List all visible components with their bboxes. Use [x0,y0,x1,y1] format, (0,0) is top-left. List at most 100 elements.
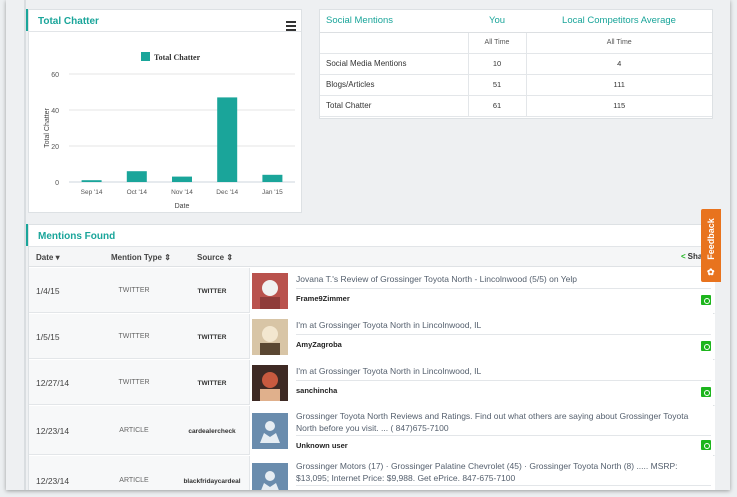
profile-photo-icon [252,319,288,355]
mention-thumbnail[interactable] [252,365,288,401]
x-tick-label: Oct '14 [127,189,148,196]
legend-swatch [141,52,150,61]
mention-date: 1/5/15 [36,332,60,342]
mention-author: Frame9Zimmer [296,294,350,303]
profile-photo-icon [252,365,288,401]
table-row[interactable]: 12/23/14 ARTICLE blackfridaycardeal Grossin… [29,456,715,490]
table-row[interactable]: 1/4/15 TWITTER TWITTER Jovana T.'s Review o… [29,268,715,313]
x-axis-label: Date [175,203,190,210]
total-chatter-chart: 0 20 40 60 Sep '14 Oct '14 Nov '14 Dec '14 Jan '… [44,52,295,210]
table-row[interactable]: 12/27/14 TWITTER TWITTER I'm at Grossinger … [29,360,715,405]
mention-headline-link[interactable]: I'm at Grossinger Toyota North in Lincol… [296,320,482,330]
panel-header [29,10,301,32]
share-button[interactable] [701,341,711,351]
social-row-you: 51 [467,74,526,96]
mention-author: AmyZagroba [296,340,342,349]
social-row-label: Blogs/Articles [320,74,468,96]
panel-title: Total Chatter [38,16,99,27]
social-header-you: You [468,10,526,33]
social-row: Total Chatter 61 115 [320,95,712,117]
mention-date: 12/23/14 [36,476,70,486]
chart-menu-icon[interactable] [286,21,296,33]
mention-headline-link[interactable]: Grossinger Motors (17) · Grossinger Pala… [296,461,678,483]
mentions-table-header: Date ▾ Mention Type ⇕ Source ⇕ < Sha [29,247,715,267]
mention-type: TWITTER [118,287,150,294]
mention-content: Jovana T.'s Review of Grossinger Toyota … [249,268,715,313]
social-row-label: Total Chatter [320,95,468,117]
avatar-placeholder-icon [252,413,288,449]
mention-divider [296,435,711,436]
sort-source-header[interactable]: Source ⇕ [197,253,234,262]
profile-photo-icon [252,273,288,309]
legend-label: Total Chatter [154,53,201,62]
mention-type: TWITTER [118,333,150,340]
social-row-you: 61 [467,95,526,117]
dashboard-frame: Total Chatter 0 20 40 60 Sep '14 Oct '14 Nov '… [6,0,730,490]
social-row-label: Social Media Mentions [320,53,468,75]
share-icon: < [681,252,686,261]
social-subheader-you: All Time [467,32,526,54]
mention-thumbnail[interactable] [252,319,288,355]
social-row-avg: 111 [525,74,712,96]
bar [81,180,102,182]
mention-headline-link[interactable]: Grossinger Toyota North Reviews and Rati… [296,411,689,433]
feedback-icon: ✿ [707,267,715,277]
mention-source: TWITTER [197,380,227,387]
mention-headline-link[interactable]: I'm at Grossinger Toyota North in Lincol… [296,366,482,376]
social-header-avg: Local Competitors Average [526,10,712,33]
social-row-avg: 4 [525,53,712,75]
feedback-tab[interactable]: Feedback ✿ [701,209,721,282]
x-tick-label: Jan '15 [262,189,283,196]
share-button[interactable] [701,387,711,397]
mention-divider [296,380,711,381]
mention-author: sanchincha [296,386,338,395]
mention-date: 12/23/14 [36,426,70,436]
sort-mention-type-header[interactable]: Mention Type ⇕ [111,253,171,262]
y-tick-label: 40 [51,108,59,115]
mentions-accent [26,224,29,246]
x-tick-label: Sep '14 [81,189,103,196]
social-mentions-panel: Social Mentions You Local Competitors Av… [319,9,713,119]
panel-header [29,225,713,247]
social-row-you: 10 [467,53,526,75]
chatter-accent [26,9,29,31]
mention-content: Grossinger Motors (17) · Grossinger Pala… [249,456,715,490]
table-row[interactable]: 12/23/14 ARTICLE cardealercheck Grossinger … [29,406,715,455]
panel-title: Mentions Found [38,231,116,242]
bar [217,97,238,182]
mention-date: 1/4/15 [36,286,60,296]
sort-date-header[interactable]: Date ▾ [36,253,60,262]
social-row: Social Media Mentions 10 4 [320,53,712,75]
mention-source: TWITTER [197,288,227,295]
share-button[interactable] [701,295,711,305]
mention-divider [296,334,711,335]
x-tick-label: Dec '14 [216,189,238,196]
y-tick-label: 20 [51,144,59,151]
mention-thumbnail[interactable] [252,273,288,309]
mention-thumbnail[interactable] [252,413,288,449]
y-tick-label: 60 [51,72,59,79]
share-button[interactable] [701,440,711,450]
social-row-avg: 115 [525,95,712,117]
y-axis-label: Total Chatter [44,107,51,147]
mention-source: TWITTER [197,334,227,341]
mention-content: I'm at Grossinger Toyota North in Lincol… [249,360,715,405]
mention-content: I'm at Grossinger Toyota North in Lincol… [249,314,715,359]
mention-content: Grossinger Toyota North Reviews and Rati… [249,406,715,455]
social-subheader-avg: All Time [525,32,712,54]
mention-source: cardealercheck [188,428,236,435]
mention-type: ARTICLE [119,427,149,434]
x-tick-label: Nov '14 [171,189,193,196]
table-row[interactable]: 1/5/15 TWITTER TWITTER I'm at Grossinger To… [29,314,715,359]
mentions-found-panel: Mentions Found Date ▾ Mention Type ⇕ Sou… [28,224,715,490]
mention-type: TWITTER [118,379,150,386]
mention-divider [296,288,711,289]
mention-headline-link[interactable]: Jovana T.'s Review of Grossinger Toyota … [296,274,578,284]
left-rail [24,0,26,490]
social-header-label: Social Mentions [320,10,468,33]
mention-thumbnail[interactable] [252,463,288,490]
social-row: Blogs/Articles 51 111 [320,74,712,96]
mention-type: ARTICLE [119,477,149,484]
mention-source: blackfridaycardeal [183,478,241,485]
mention-divider [296,485,711,486]
